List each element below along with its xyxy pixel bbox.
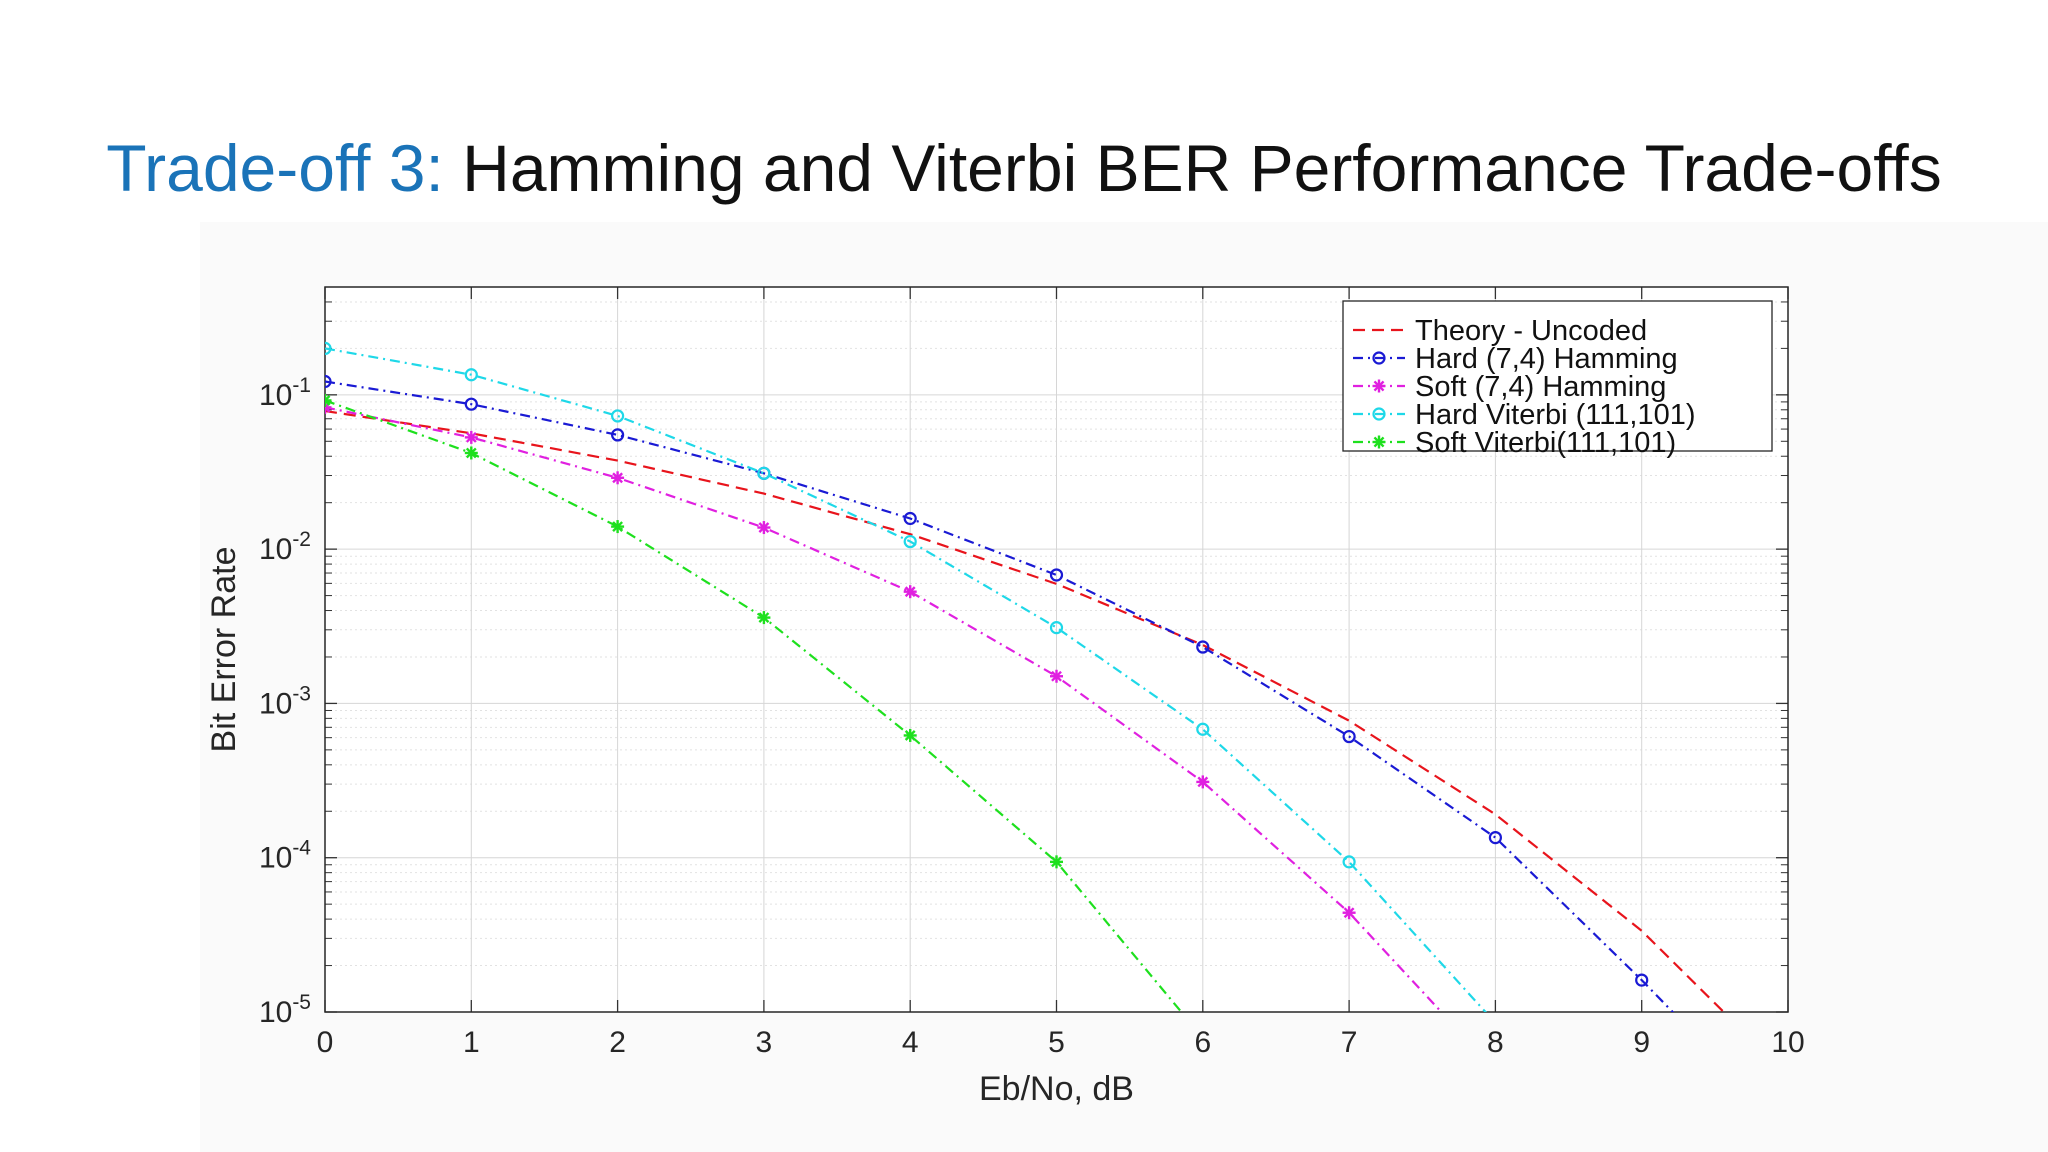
slide-title: Trade-off 3: Hamming and Viterbi BER Per… (0, 128, 2048, 208)
series-3-point (1196, 775, 1210, 789)
x-tick-label: 0 (317, 1026, 334, 1059)
series-2-point (1196, 640, 1210, 654)
x-tick-label: 3 (756, 1026, 773, 1059)
series-1-line (325, 409, 1726, 1012)
y-tick-label: 10-4 (259, 837, 311, 875)
figure-panel: 0 1 2 3 4 5 6 7 8 9 10 10-1 10-2 10-3 10-4 10-5 Eb/No, d… (200, 222, 2048, 1152)
series-2-point (1342, 729, 1356, 744)
series-2-point (1635, 973, 1649, 987)
slide-title-main: Hamming and Viterbi BER Performance Trad… (443, 131, 1942, 205)
y-tick-label: 10-5 (259, 991, 311, 1029)
series-3-line (325, 406, 1443, 1012)
legend-marker (1372, 407, 1386, 421)
legend-entry: Theory - Uncoded (1353, 315, 1647, 347)
x-tick-label: 10 (1771, 1026, 1804, 1059)
legend-marker (1372, 351, 1386, 365)
y-tick-label: 10-3 (259, 682, 311, 720)
x-tick-label: 2 (609, 1026, 626, 1059)
legend-marker (1372, 435, 1386, 449)
legend-label: Theory - Uncoded (1415, 315, 1647, 347)
series-3-point (464, 430, 478, 444)
y-axis-label: Bit Error Rate (205, 547, 243, 753)
series-4-point (325, 341, 332, 355)
series-2-line (325, 380, 1675, 1012)
x-tick-label: 6 (1194, 1026, 1211, 1059)
x-tick-label: 1 (463, 1026, 480, 1059)
data-layer (325, 341, 1726, 1012)
legend-label: Soft Viterbi(111,101) (1415, 427, 1676, 459)
series-5-point (325, 393, 332, 407)
series-4-point (1196, 722, 1210, 736)
series-4-point (1049, 621, 1064, 635)
series-3-point (903, 585, 917, 599)
series-2-point (611, 428, 625, 442)
series-2-point (464, 397, 478, 411)
series-5-point (611, 520, 625, 534)
series-4-line (325, 347, 1487, 1012)
y-tick-label: 10-2 (259, 528, 311, 566)
series-4-point (903, 534, 917, 549)
legend-entry: Soft (7,4) Hamming (1353, 371, 1666, 403)
series-2-point (325, 374, 332, 389)
legend-entry: Hard (7,4) Hamming (1353, 343, 1678, 375)
series-5-point (903, 728, 917, 742)
series-4-point (757, 466, 771, 480)
axes-box (324, 286, 1789, 1013)
legend-box (1342, 300, 1773, 452)
series-3-point (1050, 669, 1063, 683)
legend-label: Soft (7,4) Hamming (1415, 371, 1666, 403)
legend-marker (1372, 379, 1386, 393)
series-3-point (1342, 906, 1356, 920)
series-2-point (1488, 831, 1503, 845)
series-5-point (464, 446, 478, 460)
ber-chart: 0 1 2 3 4 5 6 7 8 9 10 10-1 10-2 10-3 10-4 10-5 Eb/No, d… (205, 286, 1805, 1108)
x-tick-label: 5 (1048, 1026, 1065, 1059)
series-5-point (757, 611, 771, 625)
series-4-point (611, 409, 625, 423)
series-3-point (611, 471, 625, 485)
series-3-point (757, 521, 771, 535)
legend-entry: Soft Viterbi(111,101) (1353, 427, 1676, 459)
x-axis-label: Eb/No, dB (979, 1070, 1134, 1108)
y-tick-label: 10-1 (259, 374, 311, 412)
series-4-point (1342, 855, 1356, 869)
legend-label: Hard (7,4) Hamming (1415, 343, 1678, 375)
series-2-point (1049, 568, 1064, 582)
x-tick-label: 7 (1341, 1026, 1358, 1059)
x-tick-label: 9 (1633, 1026, 1650, 1059)
series-4-point (464, 368, 478, 382)
x-tick-label: 4 (902, 1026, 919, 1059)
x-tick-label: 8 (1487, 1026, 1504, 1059)
legend-entry: Hard Viterbi (111,101) (1353, 399, 1695, 431)
series-5-point (1050, 855, 1063, 869)
slide-title-prefix: Trade-off 3: (106, 131, 444, 205)
legend-label: Hard Viterbi (111,101) (1415, 399, 1695, 431)
series-2-point (903, 511, 917, 526)
